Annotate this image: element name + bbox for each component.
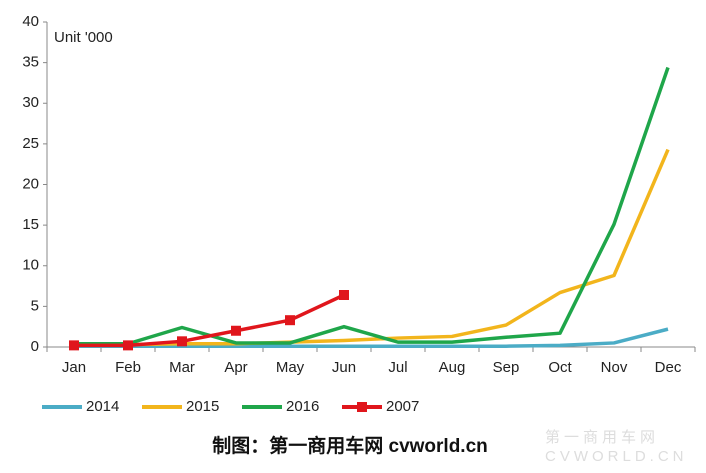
y-tick-label: 40 [22,13,39,30]
legend-label: 2007 [386,398,419,415]
legend-marker [357,402,367,412]
y-tick-label: 35 [22,54,39,71]
legend-label: 2015 [186,398,219,415]
unit-annotation: Unit '000 [54,29,113,46]
x-tick-label: Jul [388,359,407,376]
line [74,148,670,347]
marker [231,325,241,336]
footer: 制图：第一商用车网 cvworld.cn [212,434,488,457]
y-tick-label: 25 [22,135,39,152]
y-tick-label: 30 [22,94,39,111]
y-tick-label: 15 [22,216,39,233]
marker [177,336,187,347]
line [74,66,670,346]
marker [123,340,133,351]
y-tick-label: 5 [31,297,39,314]
x-tick-label: Sep [493,359,520,376]
x-tick-label: Oct [548,359,572,376]
x-tick-label: Mar [169,359,195,376]
marker [285,315,295,326]
x-tick-label: Nov [601,359,628,376]
legend-label: 2016 [286,398,319,415]
y-tick-label: 0 [31,338,39,355]
x-tick-label: Feb [115,359,141,376]
x-tick-label: Jan [62,359,86,376]
y-tick-label: 10 [22,257,39,274]
x-tick-label: May [276,359,305,376]
x-tick-label: Apr [224,359,247,376]
legend-label: 2014 [86,398,119,415]
marker [69,340,79,351]
watermark: 第一商用车网 [545,428,659,446]
x-tick-label: Aug [439,359,466,376]
x-tick-label: Dec [655,359,682,376]
x-tick-label: Jun [332,359,356,376]
y-tick-label: 20 [22,175,39,192]
line [74,327,669,348]
marker [339,290,349,300]
line [74,293,345,348]
watermark: CVWORLD.CN [545,448,688,465]
